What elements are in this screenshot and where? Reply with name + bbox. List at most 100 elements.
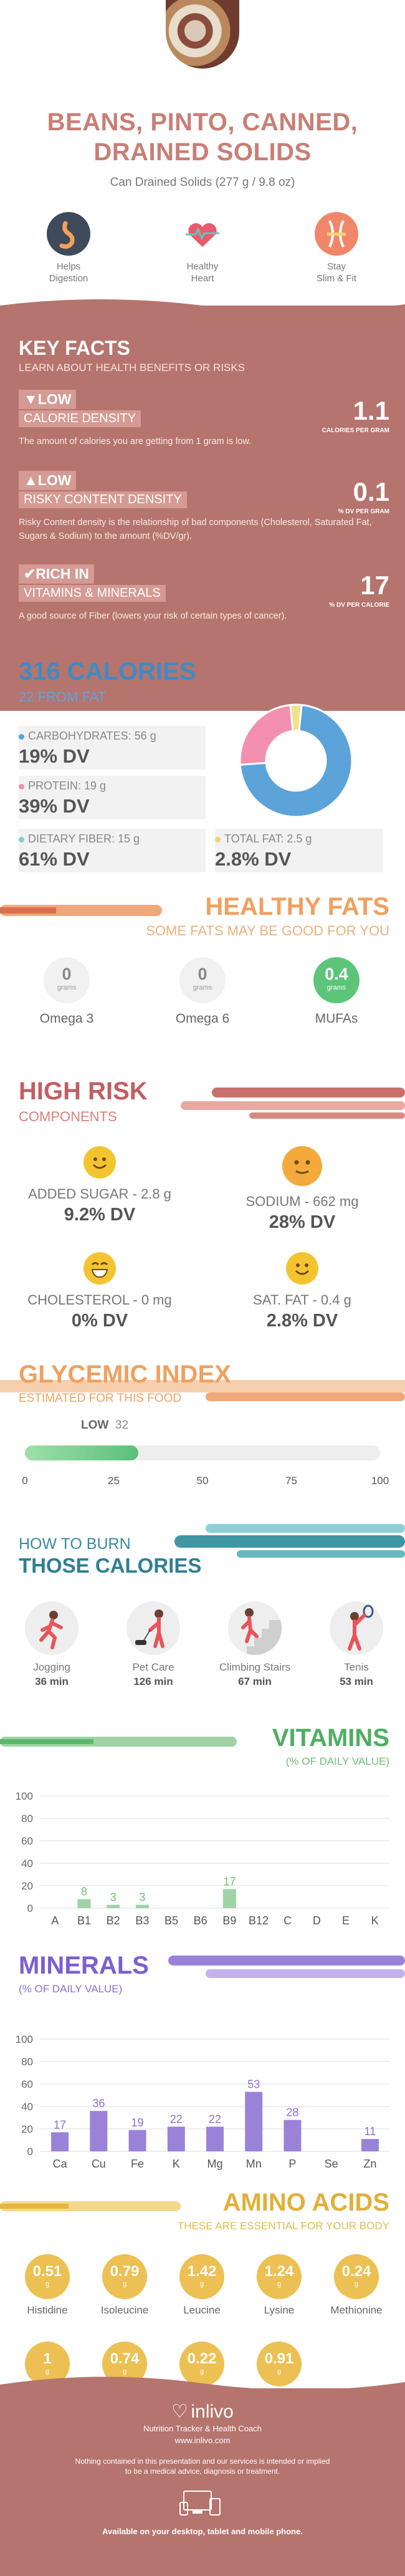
vitamins-title: VITAMINS xyxy=(272,1724,389,1752)
minerals-category-label: Ca xyxy=(53,2158,68,2170)
macro-pie-chart xyxy=(239,703,353,818)
minerals-bar-label: 22 xyxy=(209,2113,221,2125)
fact-unit: % DV PER GRAM xyxy=(338,508,389,515)
fats-decor-bar xyxy=(0,905,162,916)
minerals-bar-label: 22 xyxy=(170,2113,183,2125)
risk-added-sugar: ADDED SUGAR - 2.8 g 9.2% DV xyxy=(6,1146,193,1225)
minerals-ytick-label: 0 xyxy=(27,2146,33,2158)
amino-title: AMINO ACIDS xyxy=(222,2189,389,2216)
burn-climbing-stairs: Climbing Stairs 67 min xyxy=(208,1601,302,1688)
key-facts-title: KEY FACTS xyxy=(19,337,130,359)
minerals-decor-bars xyxy=(168,1956,405,1978)
smile-icon xyxy=(286,1252,318,1285)
vitamins-category-label: C xyxy=(284,1914,292,1927)
dot-icon xyxy=(19,837,24,842)
burn-decor-bars xyxy=(174,1524,405,1558)
benefit-digestion: Helps Digestion xyxy=(19,212,118,284)
fact-value: 0.1 xyxy=(353,477,389,506)
key-facts-subtitle: LEARN ABOUT HEALTH BENEFITS OR RISKS xyxy=(19,362,245,374)
benefit-slim: Stay Slim & Fit xyxy=(287,212,386,284)
minerals-ytick-label: 100 xyxy=(16,2033,33,2045)
facts-wave-bottom xyxy=(0,624,405,643)
minerals-bar xyxy=(90,2111,108,2151)
devices-icon xyxy=(0,2489,405,2523)
vitamins-bar xyxy=(107,1904,120,1908)
amino-subtitle: THESE ARE ESSENTIAL FOR YOUR BODY xyxy=(177,2220,389,2232)
key-facts-section: KEY FACTS LEARN ABOUT HEALTH BENEFITS OR… xyxy=(0,306,405,711)
minerals-category-label: Mn xyxy=(246,2158,262,2170)
amino-name: Histidine xyxy=(27,2304,68,2316)
dot-icon xyxy=(19,734,24,740)
vitamins-category-label: B9 xyxy=(222,1914,236,1927)
minerals-ytick-label: 20 xyxy=(21,2123,33,2135)
fact-desc: Risky Content density is the relationshi… xyxy=(19,518,372,541)
amino-value: 1.42 g xyxy=(179,2254,224,2299)
inlivo-logo: ♡ inlivo xyxy=(171,2401,234,2422)
heart-pulse-icon xyxy=(181,212,224,256)
amino-lysine: 1.24 g Lysine xyxy=(239,2254,320,2317)
fact-name: RISKY CONTENT DENSITY xyxy=(19,491,187,508)
footer-url[interactable]: www.inlivo.com xyxy=(174,2436,231,2445)
vitamins-category-label: B1 xyxy=(77,1914,91,1927)
warning-icon: ▲ xyxy=(24,472,38,488)
fact-value: 17 xyxy=(360,571,389,600)
fact-level: ▼LOW xyxy=(19,390,77,409)
minerals-ytick-label: 80 xyxy=(21,2056,33,2068)
minerals-bar-label: 53 xyxy=(247,2078,260,2091)
minerals-category-label: P xyxy=(288,2158,296,2170)
pie-slice-fat xyxy=(289,703,303,732)
pie-slice-protein xyxy=(239,703,294,766)
vitamins-category-label: A xyxy=(51,1914,59,1927)
healthy-fats-subtitle: SOME FATS MAY BE GOOD FOR YOU xyxy=(146,923,389,938)
minerals-bar xyxy=(206,2126,224,2151)
fact-level: ✔RICH IN xyxy=(19,564,94,584)
minerals-bar-label: 36 xyxy=(92,2097,105,2110)
footer: ♡ inlivo Nutrition Tracker & Health Coac… xyxy=(0,2388,405,2576)
down-arrow-icon: ▼ xyxy=(24,391,38,407)
glycemic-tick-label: 0 xyxy=(22,1475,28,1487)
amino-value: 0.51 g xyxy=(25,2254,70,2299)
fact-level: ▲LOW xyxy=(19,471,77,490)
fact-calorie-density: ▼LOW CALORIE DENSITY 1.1 CALORIES PER GR… xyxy=(19,390,389,448)
amino-value: 0.24 g xyxy=(334,2254,379,2299)
benefit-heart: Healthy Heart xyxy=(153,212,252,284)
grin-icon xyxy=(83,1252,116,1285)
minerals-category-label: K xyxy=(173,2158,180,2170)
high-risk-subtitle: COMPONENTS xyxy=(19,1109,117,1124)
amino-name: Methionine xyxy=(330,2304,383,2316)
minerals-ytick-label: 60 xyxy=(21,2078,33,2090)
minerals-bar-label: 28 xyxy=(286,2106,298,2119)
fact-desc: A good source of Fiber (lowers your risk… xyxy=(19,611,287,621)
vitamins-category-label: B2 xyxy=(107,1914,120,1927)
risk-sodium: SODIUM - 662 mg 28% DV xyxy=(209,1146,396,1233)
vitamins-ytick-label: 40 xyxy=(21,1858,33,1869)
glycemic-bar-fill xyxy=(25,1445,139,1460)
carbs-stat: CARBOHYDRATES: 56 g 19% DV xyxy=(19,726,206,769)
glycemic-title: GLYCEMIC INDEX xyxy=(19,1361,231,1388)
amino-value: 0.91 g xyxy=(257,2342,302,2386)
stomach-icon xyxy=(47,212,90,256)
minerals-ytick-label: 40 xyxy=(21,2101,33,2113)
vitamins-subtitle: (% OF DAILY VALUE) xyxy=(285,1755,389,1767)
high-risk-title: HIGH RISK xyxy=(19,1078,148,1105)
minerals-bar xyxy=(128,2130,146,2151)
vitamins-category-label: B12 xyxy=(249,1914,269,1927)
page-title: BEANS, PINTO, CANNED, DRAINED SOLIDS xyxy=(47,109,358,166)
vitamins-category-label: B6 xyxy=(194,1914,207,1927)
amino-value: 0.22 g xyxy=(179,2342,224,2386)
risk-sat-fat: SAT. FAT - 0.4 g 2.8% DV xyxy=(209,1252,396,1331)
jogging-icon xyxy=(25,1601,79,1655)
glycemic-bar-track xyxy=(25,1445,380,1460)
fact-desc: The amount of calories you are getting f… xyxy=(19,437,252,446)
minerals-bar xyxy=(51,2132,69,2151)
fact-name: CALORIE DENSITY xyxy=(19,410,141,427)
amino-value: 1.24 g xyxy=(257,2254,302,2299)
omega6-value: 0 grams xyxy=(179,957,226,1003)
glycemic-subtitle: ESTIMATED FOR THIS FOOD xyxy=(19,1392,182,1405)
footer-available: Available on your desktop, tablet and mo… xyxy=(102,2527,303,2536)
amino-leucine: 1.42 g Leucine xyxy=(161,2254,242,2317)
pie-slice-carbs xyxy=(239,703,353,818)
glycemic-readout: LOW 32 xyxy=(81,1419,129,1432)
minerals-category-label: Fe xyxy=(131,2158,144,2170)
amino-value: 0.79 g xyxy=(102,2254,147,2299)
